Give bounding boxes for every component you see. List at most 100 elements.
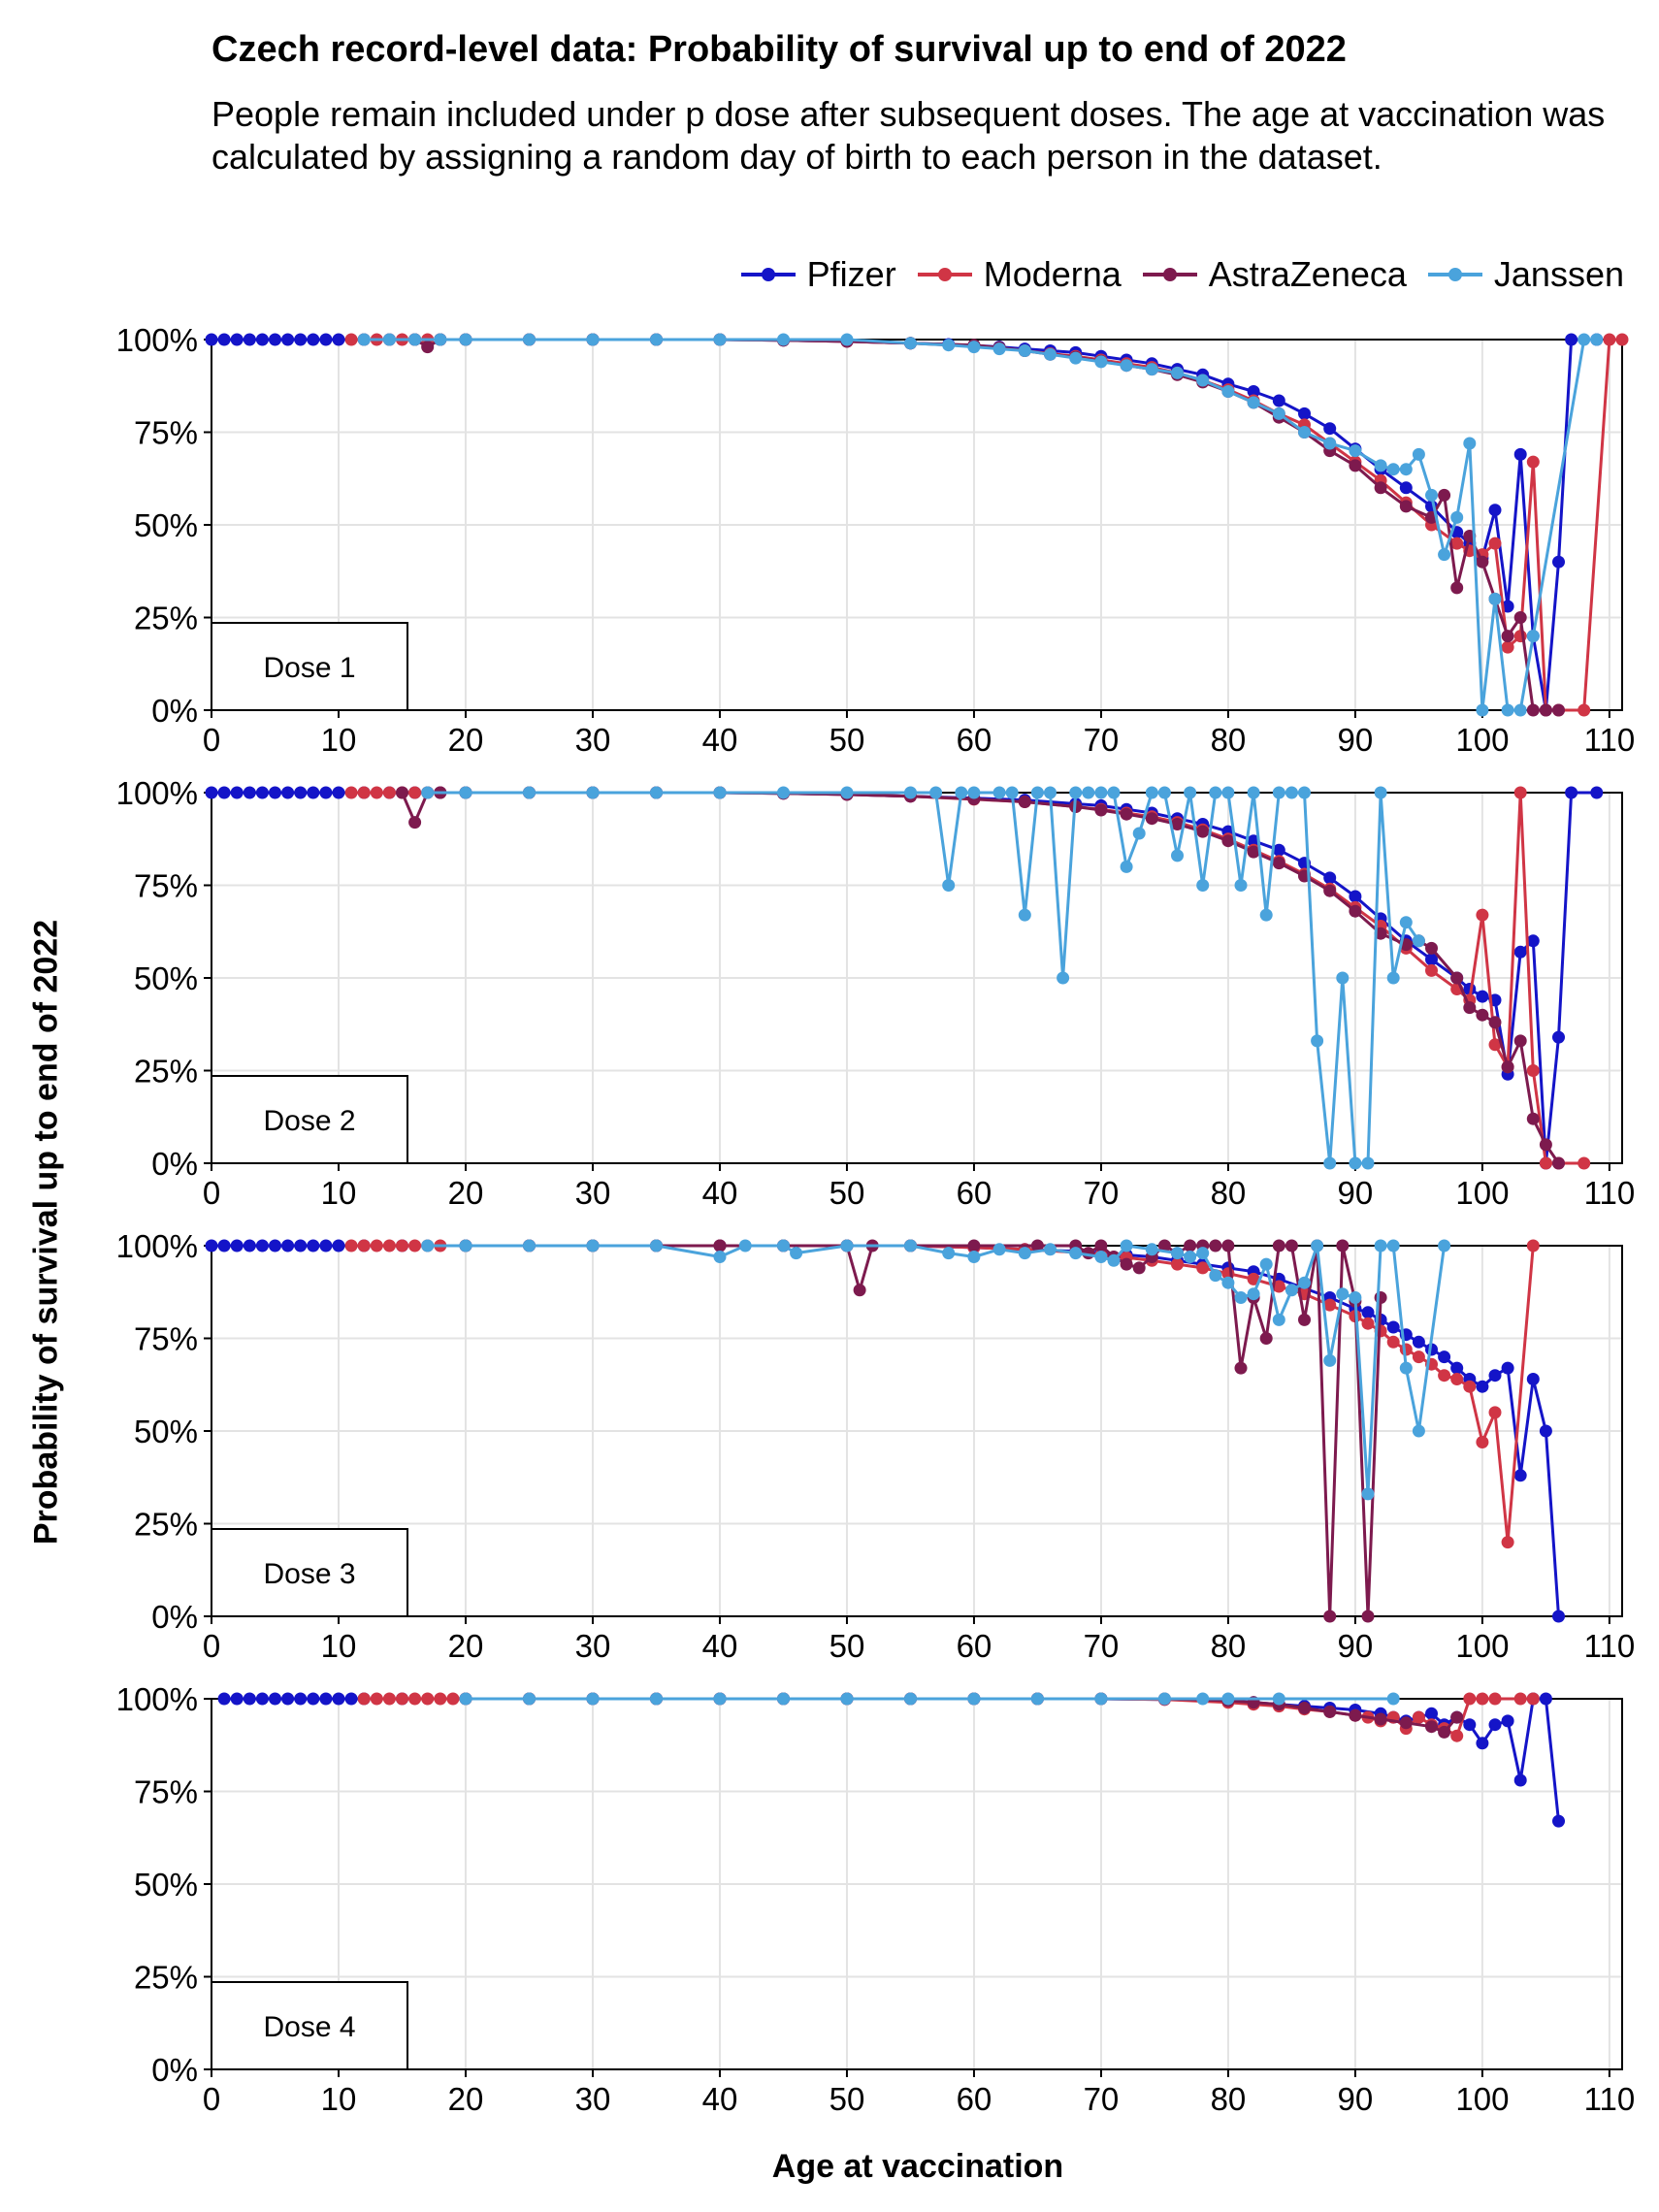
data-point-astrazeneca <box>1272 1239 1285 1252</box>
data-point-pfizer <box>217 1692 231 1706</box>
x-tick-label: 10 <box>321 1628 357 1664</box>
legend-item-moderna: Moderna <box>917 254 1122 295</box>
legend-label-astrazeneca: AstraZeneca <box>1208 254 1407 294</box>
data-point-pfizer <box>1476 1737 1489 1750</box>
data-point-janssen <box>1311 1239 1324 1252</box>
data-point-astrazeneca <box>1552 703 1565 717</box>
data-point-pfizer <box>255 333 269 346</box>
data-point-janssen <box>434 333 447 346</box>
y-tick-label: 100% <box>116 322 198 358</box>
data-point-janssen <box>1501 703 1514 717</box>
data-point-pfizer <box>1386 1320 1400 1334</box>
y-tick-label: 50% <box>134 507 198 543</box>
data-point-janssen <box>650 786 663 799</box>
data-point-moderna <box>370 1692 383 1706</box>
data-point-janssen <box>777 786 790 799</box>
data-point-janssen <box>382 333 396 346</box>
data-point-moderna <box>408 1239 422 1252</box>
data-point-moderna <box>1526 455 1540 469</box>
data-point-pfizer <box>281 333 295 346</box>
data-point-janssen <box>1349 1156 1362 1170</box>
data-point-janssen <box>1132 827 1146 840</box>
x-tick-label: 70 <box>1084 1628 1120 1664</box>
data-point-pfizer <box>332 1692 345 1706</box>
y-tick-label: 0% <box>151 693 198 729</box>
data-point-moderna <box>1526 1239 1540 1252</box>
x-tick-label: 0 <box>203 1628 220 1664</box>
data-point-janssen <box>840 786 854 799</box>
data-point-moderna <box>370 1239 383 1252</box>
data-point-pfizer <box>1501 1361 1514 1375</box>
data-point-janssen <box>650 333 663 346</box>
data-point-pfizer <box>230 1692 244 1706</box>
x-tick-label: 80 <box>1211 1175 1247 1211</box>
legend: Pfizer Moderna AstraZeneca Janssen <box>740 254 1624 295</box>
data-point-janssen <box>459 1239 472 1252</box>
data-point-pfizer <box>1438 1350 1451 1364</box>
data-point-janssen <box>1145 1243 1158 1256</box>
data-point-moderna <box>1526 1692 1540 1706</box>
data-point-janssen <box>1145 786 1158 799</box>
dose-label-box <box>211 622 408 711</box>
data-point-pfizer <box>1513 945 1527 959</box>
x-tick-label: 0 <box>203 722 220 758</box>
data-point-astrazeneca <box>1399 1716 1413 1730</box>
data-point-janssen <box>1425 488 1438 502</box>
y-tick-label: 100% <box>116 775 198 811</box>
data-point-janssen <box>1399 1361 1413 1375</box>
data-point-astrazeneca <box>1145 812 1158 826</box>
data-point-janssen <box>1298 1276 1311 1289</box>
data-point-janssen <box>738 1239 752 1252</box>
data-point-janssen <box>1171 1247 1184 1260</box>
data-point-astrazeneca <box>1272 857 1285 870</box>
data-point-janssen <box>1323 1353 1337 1367</box>
data-point-astrazeneca <box>1374 927 1387 940</box>
x-tick-label: 90 <box>1338 1628 1374 1664</box>
data-point-moderna <box>396 1239 408 1252</box>
data-point-astrazeneca <box>1476 1008 1489 1022</box>
data-point-janssen <box>1412 1424 1425 1438</box>
data-point-pfizer <box>1539 1424 1552 1438</box>
data-point-pfizer <box>1272 843 1285 857</box>
data-point-moderna <box>1501 640 1514 654</box>
data-point-pfizer <box>230 786 244 799</box>
data-point-pfizer <box>1552 1814 1565 1828</box>
data-point-janssen <box>1196 1247 1210 1260</box>
data-point-astrazeneca <box>1513 611 1527 624</box>
data-point-janssen <box>713 1251 727 1263</box>
data-point-janssen <box>1069 351 1083 365</box>
data-point-janssen <box>1476 703 1489 717</box>
data-point-pfizer <box>255 786 269 799</box>
data-point-pfizer <box>1247 385 1260 398</box>
data-point-moderna <box>1463 1380 1477 1393</box>
data-point-astrazeneca <box>1018 796 1031 808</box>
data-point-pfizer <box>269 1239 281 1252</box>
legend-swatch-pfizer <box>740 268 796 281</box>
x-tick-label: 50 <box>830 1628 865 1664</box>
y-tick-label: 100% <box>116 1228 198 1264</box>
x-tick-label: 0 <box>203 2081 220 2117</box>
data-point-janssen <box>967 1251 981 1263</box>
data-point-janssen <box>408 333 422 346</box>
x-tick-label: 50 <box>830 722 865 758</box>
data-point-pfizer <box>1513 1773 1527 1787</box>
data-point-janssen <box>523 786 536 799</box>
data-point-astrazeneca <box>1539 703 1552 717</box>
data-point-pfizer <box>269 333 281 346</box>
data-point-janssen <box>1336 1287 1350 1301</box>
data-point-janssen <box>967 786 981 799</box>
data-point-pfizer <box>294 786 308 799</box>
x-tick-label: 70 <box>1084 722 1120 758</box>
data-point-janssen <box>1196 374 1210 387</box>
dose-label: Dose 3 <box>263 1558 355 1590</box>
data-point-janssen <box>1526 630 1540 643</box>
data-point-moderna <box>408 1692 422 1706</box>
data-point-janssen <box>1044 1243 1057 1256</box>
dose-label-box <box>211 1528 408 1617</box>
data-point-janssen <box>1247 786 1260 799</box>
data-point-astrazeneca <box>1094 1239 1108 1252</box>
data-point-janssen <box>1438 1239 1451 1252</box>
x-tick-label: 80 <box>1211 2081 1247 2117</box>
x-tick-label: 110 <box>1584 1628 1636 1664</box>
data-point-janssen <box>904 1239 917 1252</box>
